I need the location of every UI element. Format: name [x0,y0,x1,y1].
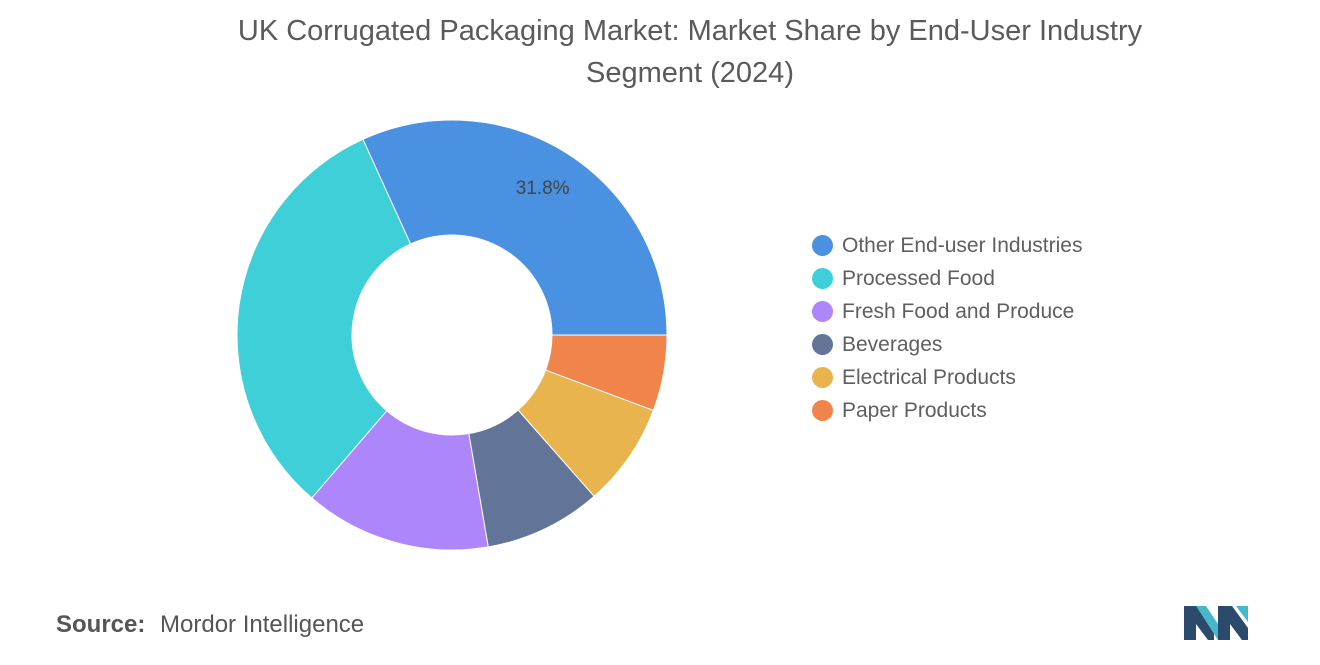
legend-label: Other End-user Industries [842,233,1083,257]
legend-label: Paper Products [842,398,987,422]
chart-legend: Other End-user Industries Processed Food F… [812,229,1082,427]
legend-label: Electrical Products [842,365,1016,389]
source-text: Mordor Intelligence [160,611,365,638]
chart-title-line-1: UK Corrugated Packaging Market: Market S… [237,15,1143,47]
legend-swatch [812,334,833,355]
legend-swatch [812,268,833,289]
legend-label: Fresh Food and Produce [842,299,1075,323]
legend-swatch [812,367,833,388]
legend-item: Processed Food [812,262,1082,295]
legend-swatch [812,301,833,322]
legend-item: Paper Products [812,394,1082,427]
source-note: Source: Mordor Intelligence [56,611,364,639]
mordor-intelligence-logo [1184,606,1248,640]
legend-item: Fresh Food and Produce [812,295,1082,328]
donut-slice-paper-products [545,334,668,412]
chart-title: UK Corrugated Packaging Market: Market S… [0,10,1320,94]
legend-item: Beverages [812,328,1082,361]
legend-item: Electrical Products [812,361,1082,394]
slice-data-label: 31.8% [516,178,570,199]
legend-label: Processed Food [842,266,995,290]
donut-slice-fresh-food-and-produce [311,410,489,551]
donut-slice-other-end-user-industries [362,119,668,336]
chart-title-line-2: Segment (2024) [586,57,794,89]
donut-slice-processed-food [236,138,412,499]
legend-item: Other End-user Industries [812,229,1082,262]
legend-label: Beverages [842,332,943,356]
source-label: Source: [56,611,146,638]
legend-swatch [812,235,833,256]
legend-swatch [812,400,833,421]
